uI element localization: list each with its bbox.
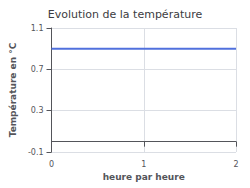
svg-text:heure par heure: heure par heure bbox=[103, 172, 185, 182]
svg-text:Température en °C: Température en °C bbox=[8, 42, 18, 137]
svg-text:Evolution de la température: Evolution de la température bbox=[48, 8, 203, 21]
svg-text:2: 2 bbox=[233, 160, 238, 169]
svg-text:0.7: 0.7 bbox=[31, 65, 44, 74]
svg-text:0: 0 bbox=[49, 160, 54, 169]
svg-text:0.3: 0.3 bbox=[31, 106, 44, 115]
svg-text:-0.1: -0.1 bbox=[28, 148, 44, 157]
svg-text:1: 1 bbox=[141, 160, 146, 169]
svg-text:1.1: 1.1 bbox=[31, 24, 44, 33]
